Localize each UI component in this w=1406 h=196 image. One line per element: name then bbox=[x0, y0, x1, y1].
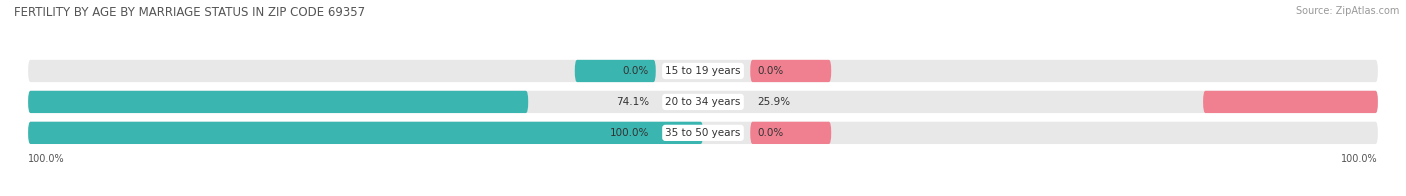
FancyBboxPatch shape bbox=[28, 122, 703, 144]
FancyBboxPatch shape bbox=[575, 60, 655, 82]
Text: 35 to 50 years: 35 to 50 years bbox=[665, 128, 741, 138]
Text: 0.0%: 0.0% bbox=[623, 66, 650, 76]
Text: 15 to 19 years: 15 to 19 years bbox=[665, 66, 741, 76]
FancyBboxPatch shape bbox=[28, 91, 529, 113]
FancyBboxPatch shape bbox=[751, 60, 831, 82]
Text: Source: ZipAtlas.com: Source: ZipAtlas.com bbox=[1295, 6, 1399, 16]
Text: 100.0%: 100.0% bbox=[1341, 154, 1378, 164]
Text: 25.9%: 25.9% bbox=[756, 97, 790, 107]
FancyBboxPatch shape bbox=[1204, 91, 1378, 113]
FancyBboxPatch shape bbox=[28, 91, 1378, 113]
Text: 0.0%: 0.0% bbox=[756, 66, 783, 76]
FancyBboxPatch shape bbox=[28, 60, 1378, 82]
Text: 100.0%: 100.0% bbox=[610, 128, 650, 138]
Text: 0.0%: 0.0% bbox=[756, 128, 783, 138]
Text: 74.1%: 74.1% bbox=[616, 97, 650, 107]
Text: FERTILITY BY AGE BY MARRIAGE STATUS IN ZIP CODE 69357: FERTILITY BY AGE BY MARRIAGE STATUS IN Z… bbox=[14, 6, 366, 19]
Text: 20 to 34 years: 20 to 34 years bbox=[665, 97, 741, 107]
Text: 100.0%: 100.0% bbox=[28, 154, 65, 164]
FancyBboxPatch shape bbox=[28, 122, 1378, 144]
FancyBboxPatch shape bbox=[751, 122, 831, 144]
